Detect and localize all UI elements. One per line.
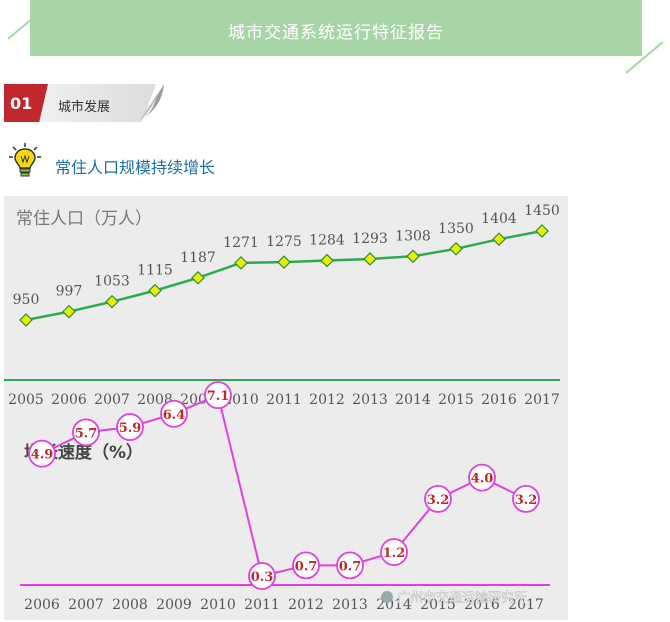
population-x-tick: 2014 — [395, 392, 431, 408]
growth-point — [468, 463, 496, 492]
growth-point — [160, 399, 188, 428]
population-data-label: 1293 — [352, 231, 388, 247]
population-point — [105, 294, 119, 309]
population-x-tick: 2015 — [438, 392, 474, 408]
growth-x-tick: 2007 — [68, 597, 104, 613]
growth-data-label: 4.9 — [31, 448, 54, 463]
growth-series: 4.920065.720075.920086.420097.120100.320… — [24, 381, 544, 613]
page-curl-icon — [140, 84, 164, 120]
population-x-tick: 2017 — [524, 392, 560, 408]
growth-x-tick: 2012 — [288, 597, 324, 613]
growth-point — [28, 439, 56, 468]
population-x-tick: 2008 — [137, 392, 173, 408]
growth-point — [72, 418, 100, 447]
growth-x-tick: 2010 — [200, 597, 236, 613]
section-number-badge: 01 — [4, 84, 48, 122]
population-point — [234, 256, 248, 270]
population-data-label: 1404 — [481, 211, 517, 227]
growth-x-tick: 2009 — [156, 597, 192, 613]
growth-point — [116, 413, 144, 441]
growth-x-tick: 2016 — [464, 597, 500, 613]
population-data-label: 1115 — [137, 263, 173, 279]
growth-data-label: 0.7 — [339, 559, 362, 574]
population-point — [535, 224, 549, 238]
growth-x-tick: 2013 — [332, 597, 368, 613]
section-label-box: 城市发展 — [38, 84, 156, 122]
growth-point — [512, 484, 540, 513]
growth-data-label: 6.4 — [163, 408, 186, 423]
population-chart-title: 常住人口（万人） — [16, 209, 152, 229]
population-data-label: 1450 — [524, 203, 560, 219]
population-data-label: 1350 — [438, 221, 474, 237]
growth-line — [41, 393, 527, 578]
population-x-tick: 2016 — [481, 392, 517, 408]
population-x-tick: 2006 — [51, 392, 87, 408]
subsection-title: 常住人口规模持续增长 — [55, 158, 216, 177]
growth-data-label: 7.1 — [207, 389, 230, 404]
lightbulb-icon — [9, 143, 41, 177]
growth-point — [204, 381, 232, 410]
population-x-tick: 2005 — [8, 392, 44, 408]
growth-point — [292, 551, 320, 580]
population-point — [363, 252, 377, 266]
population-point — [62, 304, 76, 319]
growth-x-tick: 2011 — [244, 597, 280, 613]
population-data-label: 1271 — [223, 235, 259, 251]
population-data-label: 1284 — [309, 233, 345, 249]
population-growth-chart: 常住人口（万人） 950 2005 997 2006 1053 2007 1115 2008 1… — [4, 203, 560, 613]
growth-x-tick: 2017 — [508, 597, 544, 613]
population-point — [191, 270, 205, 285]
growth-point — [424, 484, 452, 513]
report-title: 城市交通系统运行特征报告 — [228, 23, 444, 43]
population-point — [492, 232, 506, 247]
population-data-label: 1187 — [180, 250, 216, 266]
growth-x-tick: 2015 — [420, 597, 456, 613]
population-point — [277, 255, 291, 269]
population-point — [19, 313, 33, 327]
population-x-tick: 2013 — [352, 392, 388, 408]
growth-point — [336, 551, 364, 580]
report-banner: 城市交通系统运行特征报告 — [30, 0, 642, 56]
growth-data-label: 5.7 — [75, 426, 98, 441]
population-data-label: 1275 — [266, 234, 302, 250]
watermark: 广州市交通运输研究所 — [381, 590, 527, 606]
population-point — [406, 249, 420, 264]
population-series: 9502005997200610532007111520081187200912… — [8, 203, 560, 408]
population-data-label: 997 — [56, 284, 83, 300]
wechat-icon — [381, 591, 393, 603]
population-x-tick: 2012 — [309, 392, 345, 408]
population-point — [320, 253, 334, 268]
population-data-label: 950 — [13, 292, 40, 308]
growth-data-label: 5.9 — [119, 421, 142, 436]
population-x-tick: 2010 — [223, 392, 259, 408]
growth-point — [380, 538, 408, 566]
watermark-text: 广州市交通运输研究所 — [397, 590, 527, 606]
population-point — [148, 283, 162, 298]
growth-x-tick: 2006 — [24, 597, 60, 613]
population-x-tick: 2007 — [94, 392, 130, 408]
growth-data-label: 0.7 — [295, 559, 318, 574]
growth-data-label: 1.2 — [383, 546, 406, 561]
population-x-tick: 2011 — [266, 392, 302, 408]
population-chart-panel: 常住人口（万人） 950 2005 997 2006 1053 2007 1115 2008 1… — [4, 196, 568, 620]
population-data-label: 1308 — [395, 228, 431, 244]
population-point — [449, 241, 463, 256]
growth-data-label: 0.3 — [251, 570, 274, 585]
growth-point — [248, 562, 276, 590]
growth-x-tick: 2008 — [112, 597, 148, 613]
section-number: 01 — [10, 94, 33, 113]
growth-data-label: 3.2 — [427, 493, 450, 508]
section-label: 城市发展 — [58, 100, 111, 115]
population-data-label: 1053 — [94, 274, 130, 290]
growth-data-label: 3.2 — [515, 493, 538, 508]
growth-data-label: 4.0 — [471, 472, 494, 487]
